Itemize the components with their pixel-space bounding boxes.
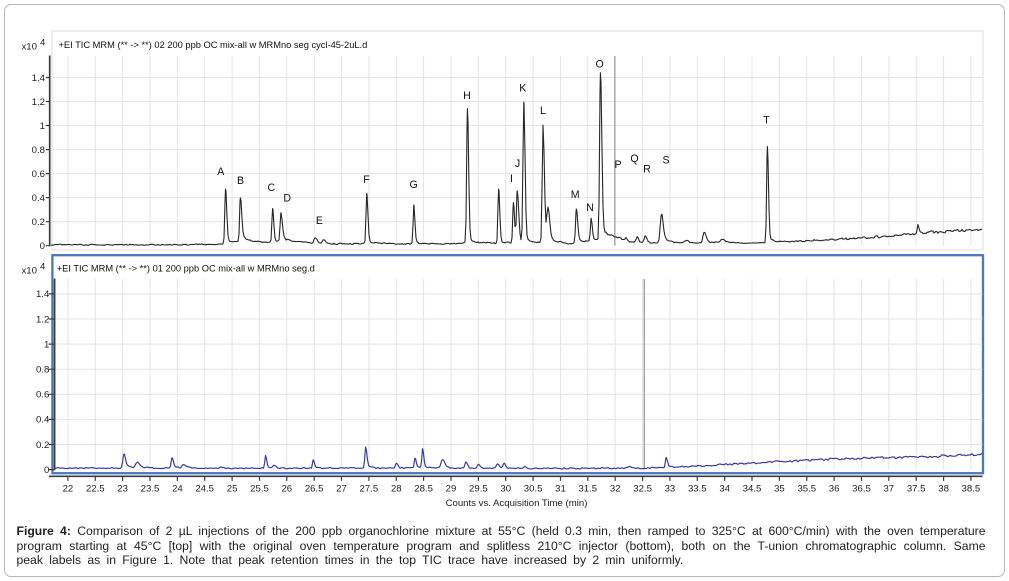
svg-text:D: D: [283, 192, 291, 204]
svg-text:R: R: [643, 163, 651, 175]
svg-text:L: L: [540, 105, 546, 117]
svg-text:E: E: [316, 215, 323, 227]
svg-text:36.5: 36.5: [852, 484, 871, 495]
svg-text:35: 35: [774, 484, 785, 495]
svg-text:36: 36: [829, 484, 840, 495]
svg-text:x10: x10: [22, 265, 37, 276]
svg-text:J: J: [515, 158, 520, 170]
svg-text:1.2: 1.2: [32, 97, 45, 108]
svg-text:O: O: [595, 59, 603, 71]
svg-text:0: 0: [44, 465, 49, 476]
svg-text:Counts vs. Acquisition Time (m: Counts vs. Acquisition Time (min): [446, 498, 588, 509]
svg-text:A: A: [217, 166, 225, 178]
svg-text:T: T: [763, 115, 770, 127]
svg-text:28: 28: [391, 484, 402, 495]
svg-text:P: P: [614, 159, 621, 171]
svg-text:35.5: 35.5: [797, 484, 816, 495]
svg-text:C: C: [267, 182, 275, 194]
svg-text:32: 32: [610, 484, 621, 495]
svg-text:0.4: 0.4: [32, 193, 46, 204]
svg-text:23.5: 23.5: [141, 484, 160, 495]
svg-text:0: 0: [40, 241, 45, 252]
svg-text:31: 31: [555, 484, 566, 495]
svg-text:1: 1: [40, 121, 45, 132]
svg-text:B: B: [237, 175, 244, 187]
svg-text:24: 24: [172, 484, 183, 495]
svg-text:0.8: 0.8: [36, 365, 49, 376]
svg-text:1.2: 1.2: [36, 314, 49, 325]
svg-text:32.5: 32.5: [633, 484, 652, 495]
svg-text:23: 23: [117, 484, 128, 495]
svg-text:29.5: 29.5: [469, 484, 488, 495]
svg-text:30.5: 30.5: [524, 484, 543, 495]
svg-text:37.5: 37.5: [907, 484, 926, 495]
svg-text:4: 4: [40, 38, 46, 49]
svg-text:N: N: [586, 202, 594, 214]
svg-text:22: 22: [63, 484, 74, 495]
svg-text:33.5: 33.5: [688, 484, 707, 495]
svg-text:37: 37: [883, 484, 894, 495]
svg-text:26.5: 26.5: [305, 484, 324, 495]
svg-text:31.5: 31.5: [578, 484, 597, 495]
svg-text:1.4: 1.4: [32, 73, 46, 84]
svg-text:29: 29: [446, 484, 457, 495]
svg-text:+EI TIC MRM (** -> **) 01 200: +EI TIC MRM (** -> **) 01 200 ppb OC mix…: [57, 264, 315, 274]
svg-text:K: K: [519, 83, 526, 95]
svg-text:26: 26: [281, 484, 292, 495]
svg-text:27: 27: [336, 484, 347, 495]
svg-text:0.2: 0.2: [32, 217, 45, 228]
svg-text:0.6: 0.6: [32, 169, 45, 180]
svg-text:M: M: [571, 189, 580, 201]
svg-text:S: S: [663, 155, 670, 167]
svg-text:0.8: 0.8: [32, 145, 45, 156]
svg-text:F: F: [363, 174, 370, 186]
svg-text:22.5: 22.5: [86, 484, 105, 495]
svg-text:25: 25: [227, 484, 238, 495]
svg-text:Q: Q: [630, 153, 638, 165]
svg-text:27.5: 27.5: [360, 484, 379, 495]
svg-text:0.2: 0.2: [36, 440, 49, 451]
svg-text:38.5: 38.5: [962, 484, 981, 495]
svg-text:1: 1: [44, 339, 49, 350]
svg-text:4: 4: [40, 261, 46, 272]
svg-text:30: 30: [500, 484, 511, 495]
svg-text:34.5: 34.5: [743, 484, 762, 495]
svg-text:24.5: 24.5: [195, 484, 214, 495]
svg-text:0.4: 0.4: [36, 415, 50, 426]
svg-text:33: 33: [665, 484, 676, 495]
svg-text:0.6: 0.6: [36, 390, 49, 401]
svg-text:x10: x10: [22, 42, 37, 53]
svg-text:38: 38: [938, 484, 949, 495]
svg-text:34: 34: [719, 484, 730, 495]
svg-text:28.5: 28.5: [414, 484, 433, 495]
svg-text:H: H: [463, 90, 471, 102]
svg-text:G: G: [409, 179, 417, 191]
svg-text:I: I: [510, 173, 513, 185]
svg-text:+EI TIC MRM (** -> **) 02 200: +EI TIC MRM (** -> **) 02 200 ppb OC mix…: [59, 40, 368, 50]
svg-text:25.5: 25.5: [250, 484, 269, 495]
svg-text:1.4: 1.4: [36, 289, 50, 300]
